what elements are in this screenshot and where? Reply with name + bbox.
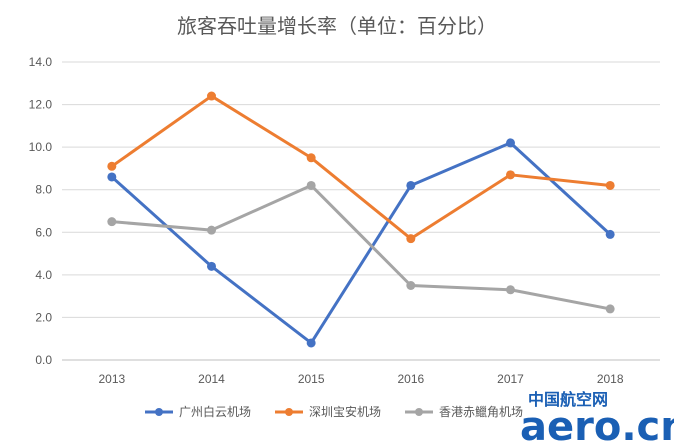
legend-swatch-marker [415, 408, 423, 416]
y-tick-label: 0.0 [35, 353, 52, 367]
data-point [207, 225, 216, 235]
y-tick-label: 10.0 [29, 140, 53, 154]
x-tick-label: 2014 [198, 372, 225, 386]
x-tick-label: 2018 [597, 372, 624, 386]
data-point [107, 217, 117, 227]
data-point [506, 285, 515, 295]
y-tick-label: 6.0 [35, 225, 52, 239]
legend-item: 广州白云机场 [145, 404, 251, 419]
data-point [406, 180, 416, 190]
legend-item: 深圳宝安机场 [275, 404, 381, 419]
y-tick-label: 8.0 [35, 183, 52, 197]
series-group [107, 91, 615, 348]
legend-label: 广州白云机场 [179, 404, 251, 419]
x-tick-label: 2016 [397, 372, 424, 386]
data-point [506, 138, 515, 148]
legend-label: 香港赤鱲角机场 [439, 405, 523, 419]
data-point [207, 261, 216, 271]
data-point [406, 234, 416, 244]
data-point [107, 172, 117, 182]
legend-label: 深圳宝安机场 [309, 404, 381, 419]
data-point [207, 91, 216, 101]
series-2 [107, 91, 615, 244]
x-tick-label: 2017 [497, 372, 524, 386]
series-line [110, 94, 612, 241]
data-point [605, 229, 615, 239]
x-tick-label: 2013 [98, 372, 125, 386]
x-axis-ticks: 2013 2014 2015 2016 2017 2018 [98, 372, 623, 386]
data-point [605, 180, 615, 190]
series-line [110, 141, 612, 345]
data-point [306, 180, 316, 190]
legend-swatch-marker [155, 408, 163, 416]
watermark-en: aero.cn [520, 404, 674, 446]
data-point [306, 338, 316, 348]
series-1 [107, 138, 615, 348]
watermark: 中国航空网 aero.cn [520, 390, 674, 446]
legend-item: 香港赤鱲角机场 [405, 405, 523, 419]
data-point [406, 281, 416, 290]
x-tick-label: 2015 [298, 372, 325, 386]
legend: 广州白云机场 深圳宝安机场 香港赤鱲角机场 [145, 404, 523, 419]
y-axis-ticks: 0.0 2.0 4.0 6.0 8.0 10.0 12.0 14.0 [29, 55, 53, 367]
data-point [306, 153, 316, 163]
watermark-cn: 中国航空网 [528, 390, 608, 409]
series-line [110, 183, 612, 311]
series-3 [107, 180, 615, 314]
y-tick-label: 4.0 [35, 268, 52, 282]
y-tick-label: 14.0 [29, 55, 53, 69]
y-tick-label: 12.0 [29, 98, 53, 112]
legend-swatch-marker [285, 408, 293, 416]
data-point [506, 170, 515, 180]
gridlines [62, 61, 660, 361]
y-tick-label: 2.0 [35, 310, 52, 324]
chart-title: 旅客吞吐量增长率（单位：百分比） [177, 14, 497, 38]
data-point [605, 304, 615, 314]
data-point [107, 161, 117, 171]
